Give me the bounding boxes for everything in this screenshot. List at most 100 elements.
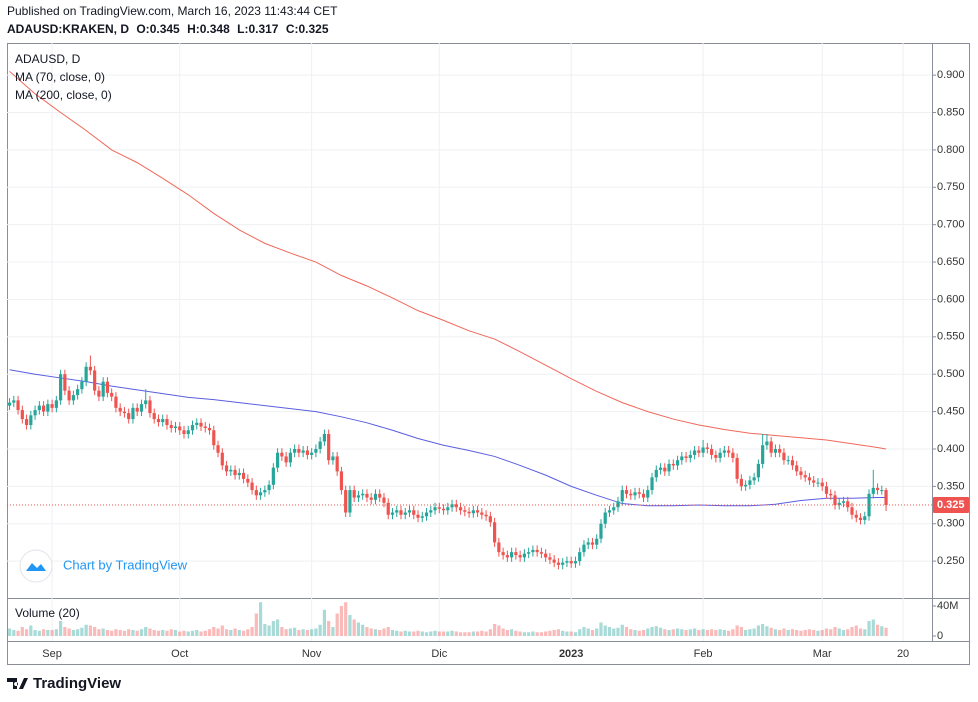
candle-body — [331, 456, 335, 461]
candle-body — [382, 497, 386, 503]
candle-body — [246, 478, 250, 483]
volume-bar — [246, 629, 250, 636]
volume-bar — [131, 630, 135, 636]
candle-body — [407, 510, 412, 513]
volume-bar — [203, 630, 207, 636]
candle-body — [556, 562, 561, 565]
volume-bar — [786, 630, 790, 636]
volume-bar — [327, 621, 331, 636]
candle-body — [846, 501, 850, 508]
candle-body — [373, 493, 378, 500]
y-tick-label: 0.600 — [937, 293, 965, 305]
candle-body — [118, 407, 122, 412]
volume-bar — [846, 629, 850, 636]
candle-body — [467, 511, 471, 514]
candle-body — [697, 450, 701, 453]
volume-bar — [544, 631, 548, 636]
volume-bar — [301, 629, 305, 636]
volume-bar — [854, 625, 858, 636]
candle-body — [731, 452, 735, 458]
candle-body — [88, 366, 92, 371]
volume-bar — [437, 631, 441, 636]
volume-bar — [344, 602, 348, 636]
candle-body — [505, 555, 509, 558]
volume-bar — [114, 629, 118, 636]
candle-body — [850, 507, 854, 515]
candle-body — [378, 493, 382, 498]
volume-bar — [552, 630, 556, 636]
candle-body — [854, 514, 858, 518]
volume-bar — [284, 629, 288, 636]
volume-bar — [578, 629, 582, 636]
candle-body — [735, 457, 739, 479]
y-tick-label: 0.400 — [937, 443, 965, 455]
volume-bar — [382, 628, 386, 636]
volume-bar — [739, 627, 743, 636]
volume-bar — [863, 629, 867, 636]
candle-body — [675, 460, 680, 466]
volume-bar — [373, 629, 378, 636]
candle-body — [144, 400, 148, 405]
volume-bar — [586, 628, 590, 636]
volume-bar — [335, 613, 339, 636]
candle-body — [348, 490, 352, 513]
candle-body — [816, 482, 820, 484]
volume-tick-label: 0 — [937, 630, 943, 642]
candle-body — [105, 381, 110, 393]
candle-body — [293, 448, 297, 453]
volume-bar — [110, 630, 114, 636]
y-tick-label: 0.650 — [937, 256, 965, 268]
volume-bar — [258, 602, 263, 636]
volume-bar — [199, 631, 203, 636]
volume-bar — [416, 630, 420, 636]
volume-bar — [603, 625, 607, 636]
volume-bar — [190, 630, 195, 636]
candle-body — [322, 434, 327, 442]
candle-body — [646, 490, 650, 498]
candle-body — [701, 447, 705, 453]
volume-bar — [493, 624, 497, 636]
labels: 0.250 0.300 0.350 0.400 0.450 0.500 0.550 0.600… — [42, 69, 969, 660]
badge[interactable]: Chart by TradingView — [19, 549, 188, 583]
candle-body — [67, 390, 71, 401]
last-price-box — [933, 497, 969, 514]
candle-body — [463, 510, 467, 512]
y-tick-label: 0.300 — [937, 518, 965, 530]
badge-text[interactable]: Chart by TradingView — [63, 557, 188, 572]
volume-bar — [378, 630, 382, 636]
candle-body — [46, 404, 50, 412]
x-tick-label: Feb — [694, 648, 713, 660]
volume-bar — [646, 628, 650, 636]
volume-bar — [633, 630, 637, 636]
volume-bar — [484, 631, 488, 636]
x-tick-label: 2023 — [559, 648, 583, 660]
volume-bar — [241, 630, 246, 636]
candle-body — [267, 484, 271, 491]
candle-body — [182, 430, 186, 435]
candle-body — [858, 517, 863, 520]
volume-bar — [637, 630, 641, 636]
candle-body — [356, 495, 361, 498]
candle-body — [224, 465, 229, 472]
volume-bar — [314, 628, 318, 636]
candle-body — [709, 448, 714, 455]
candle-body — [841, 501, 846, 503]
candle-body — [569, 561, 573, 564]
volume-bar — [429, 631, 433, 636]
volume-bar — [318, 624, 322, 636]
volume-bar — [254, 613, 258, 636]
candle-body — [782, 452, 786, 461]
volume-bar — [875, 624, 880, 636]
volume-bar — [867, 621, 871, 636]
candle-body — [595, 538, 599, 545]
candle-body — [692, 450, 697, 455]
volume-bar — [352, 619, 356, 636]
candle-body — [390, 512, 395, 515]
candle-body — [475, 510, 480, 513]
volume-bar — [824, 628, 829, 636]
candle-body — [522, 553, 526, 558]
candle-body — [514, 552, 518, 556]
candle-body — [518, 555, 522, 558]
volume-bar — [595, 628, 599, 636]
candle-body — [722, 450, 726, 453]
